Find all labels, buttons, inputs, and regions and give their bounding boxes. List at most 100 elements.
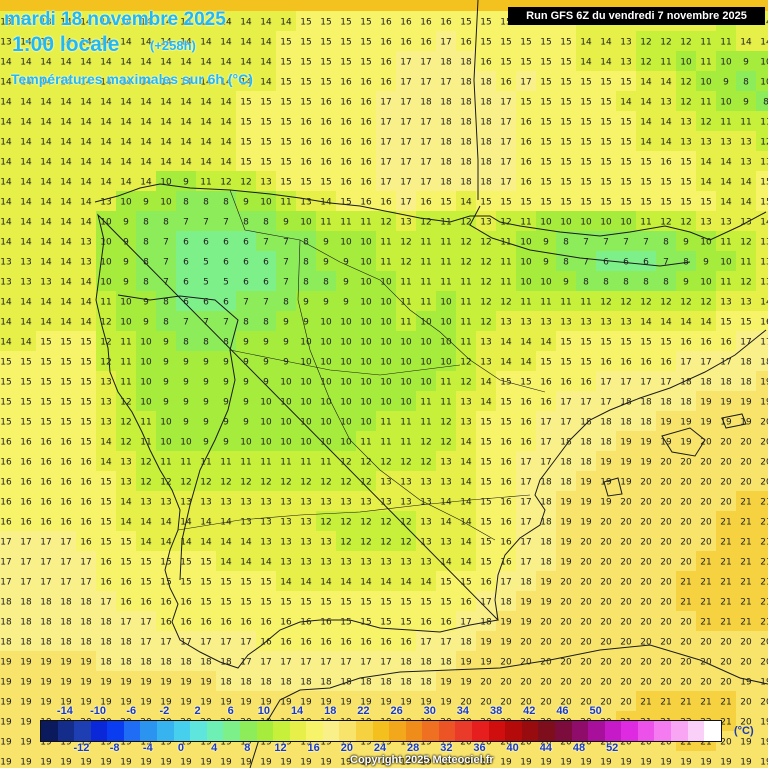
temperature-value: 19 (600, 758, 612, 768)
temperature-cell (336, 271, 357, 292)
temperature-value: 6 (263, 258, 269, 268)
temperature-cell (116, 11, 137, 32)
temperature-cell (656, 451, 677, 472)
temperature-value: 12 (400, 538, 411, 548)
temperature-cell (476, 611, 497, 632)
temperature-value: 19 (540, 578, 552, 588)
temperature-value: 19 (760, 378, 768, 388)
temperature-cell (116, 51, 137, 72)
temperature-cell (576, 591, 597, 612)
temperature-cell (336, 331, 357, 352)
temperature-cell (756, 191, 768, 212)
temperature-cell (616, 451, 637, 472)
temperature-cell (656, 411, 677, 432)
temperature-cell (376, 391, 397, 412)
temperature-cell (256, 251, 277, 272)
legend-swatch (670, 721, 688, 741)
temperature-value: 18 (640, 418, 652, 428)
temperature-value: 6 (643, 258, 649, 268)
temperature-cell (96, 111, 117, 132)
temperature-value: 17 (680, 358, 691, 368)
temperature-value: 20 (760, 478, 768, 488)
temperature-cell (596, 251, 617, 272)
temperature-cell (636, 551, 657, 572)
temperature-cell (636, 91, 657, 112)
temperature-cell (0, 131, 17, 152)
temperature-cell (356, 391, 377, 412)
temperature-value: 13 (120, 458, 131, 468)
temperature-value: 15 (20, 378, 31, 388)
temperature-cell (136, 551, 157, 572)
temperature-cell (296, 491, 317, 512)
temperature-value: 14 (760, 218, 768, 228)
temperature-value: 18 (480, 178, 492, 188)
temperature-cell (296, 11, 317, 32)
temperature-value: 12 (220, 478, 231, 488)
temperature-cell (0, 411, 17, 432)
temperature-cell (396, 31, 417, 52)
temperature-value: 16 (260, 618, 272, 628)
temperature-value: 20 (700, 478, 712, 488)
temperature-value: 12 (660, 298, 671, 308)
temperature-value: 15 (560, 118, 571, 128)
temperature-value: 15 (0, 418, 11, 428)
temperature-cell (296, 431, 317, 452)
temperature-cell (296, 331, 317, 352)
temperature-value: 20 (580, 538, 592, 548)
temperature-value: 18 (440, 138, 452, 148)
temperature-cell (536, 331, 557, 352)
temperature-value: 10 (420, 378, 432, 388)
temperature-value: 14 (440, 558, 452, 568)
temperature-cell (56, 371, 77, 392)
temperature-value: 16 (380, 18, 392, 28)
temperature-cell (196, 491, 217, 512)
temperature-cell (356, 71, 377, 92)
temperature-cell (0, 71, 17, 92)
temperature-cell (376, 91, 397, 112)
temperature-value: 17 (520, 498, 531, 508)
temperature-cell (556, 391, 577, 412)
temperature-cell (636, 251, 657, 272)
temperature-value: 7 (643, 238, 649, 248)
temperature-value: 10 (360, 338, 372, 348)
temperature-value: 15 (620, 178, 631, 188)
temperature-value: 18 (760, 358, 768, 368)
temperature-cell (336, 431, 357, 452)
temperature-value: 17 (360, 658, 371, 668)
temperature-value: 15 (340, 598, 351, 608)
temperature-value: 16 (360, 198, 372, 208)
temperature-value: 18 (200, 658, 212, 668)
temperature-cell (696, 451, 717, 472)
temperature-cell (216, 451, 237, 472)
temperature-cell (596, 551, 617, 572)
temperature-cell (16, 91, 37, 112)
temperature-value: 20 (740, 438, 752, 448)
temperature-value: 18 (360, 678, 372, 688)
temperature-value: 14 (20, 118, 32, 128)
temperature-cell (416, 371, 437, 392)
temperature-cell (556, 151, 577, 172)
temperature-value: 15 (400, 618, 411, 628)
temperature-value: 10 (380, 298, 392, 308)
temperature-cell (96, 451, 117, 472)
temperature-value: 20 (560, 578, 572, 588)
temperature-cell (596, 611, 617, 632)
temperature-cell (696, 471, 717, 492)
temperature-cell (256, 391, 277, 412)
temperature-value: 15 (760, 178, 768, 188)
temperature-cell (116, 571, 137, 592)
temperature-cell (236, 151, 257, 172)
temperature-cell (596, 331, 617, 352)
temperature-cell (556, 491, 577, 512)
temperature-cell (756, 311, 768, 332)
temperature-value: 16 (20, 498, 32, 508)
temperature-cell (696, 51, 717, 72)
temperature-cell (696, 371, 717, 392)
temperature-cell (476, 91, 497, 112)
temperature-cell (116, 591, 137, 612)
temperature-cell (356, 11, 377, 32)
temperature-cell (736, 511, 757, 532)
temperature-cell (176, 391, 197, 412)
temperature-value: 12 (140, 458, 151, 468)
temperature-value: 12 (320, 518, 331, 528)
